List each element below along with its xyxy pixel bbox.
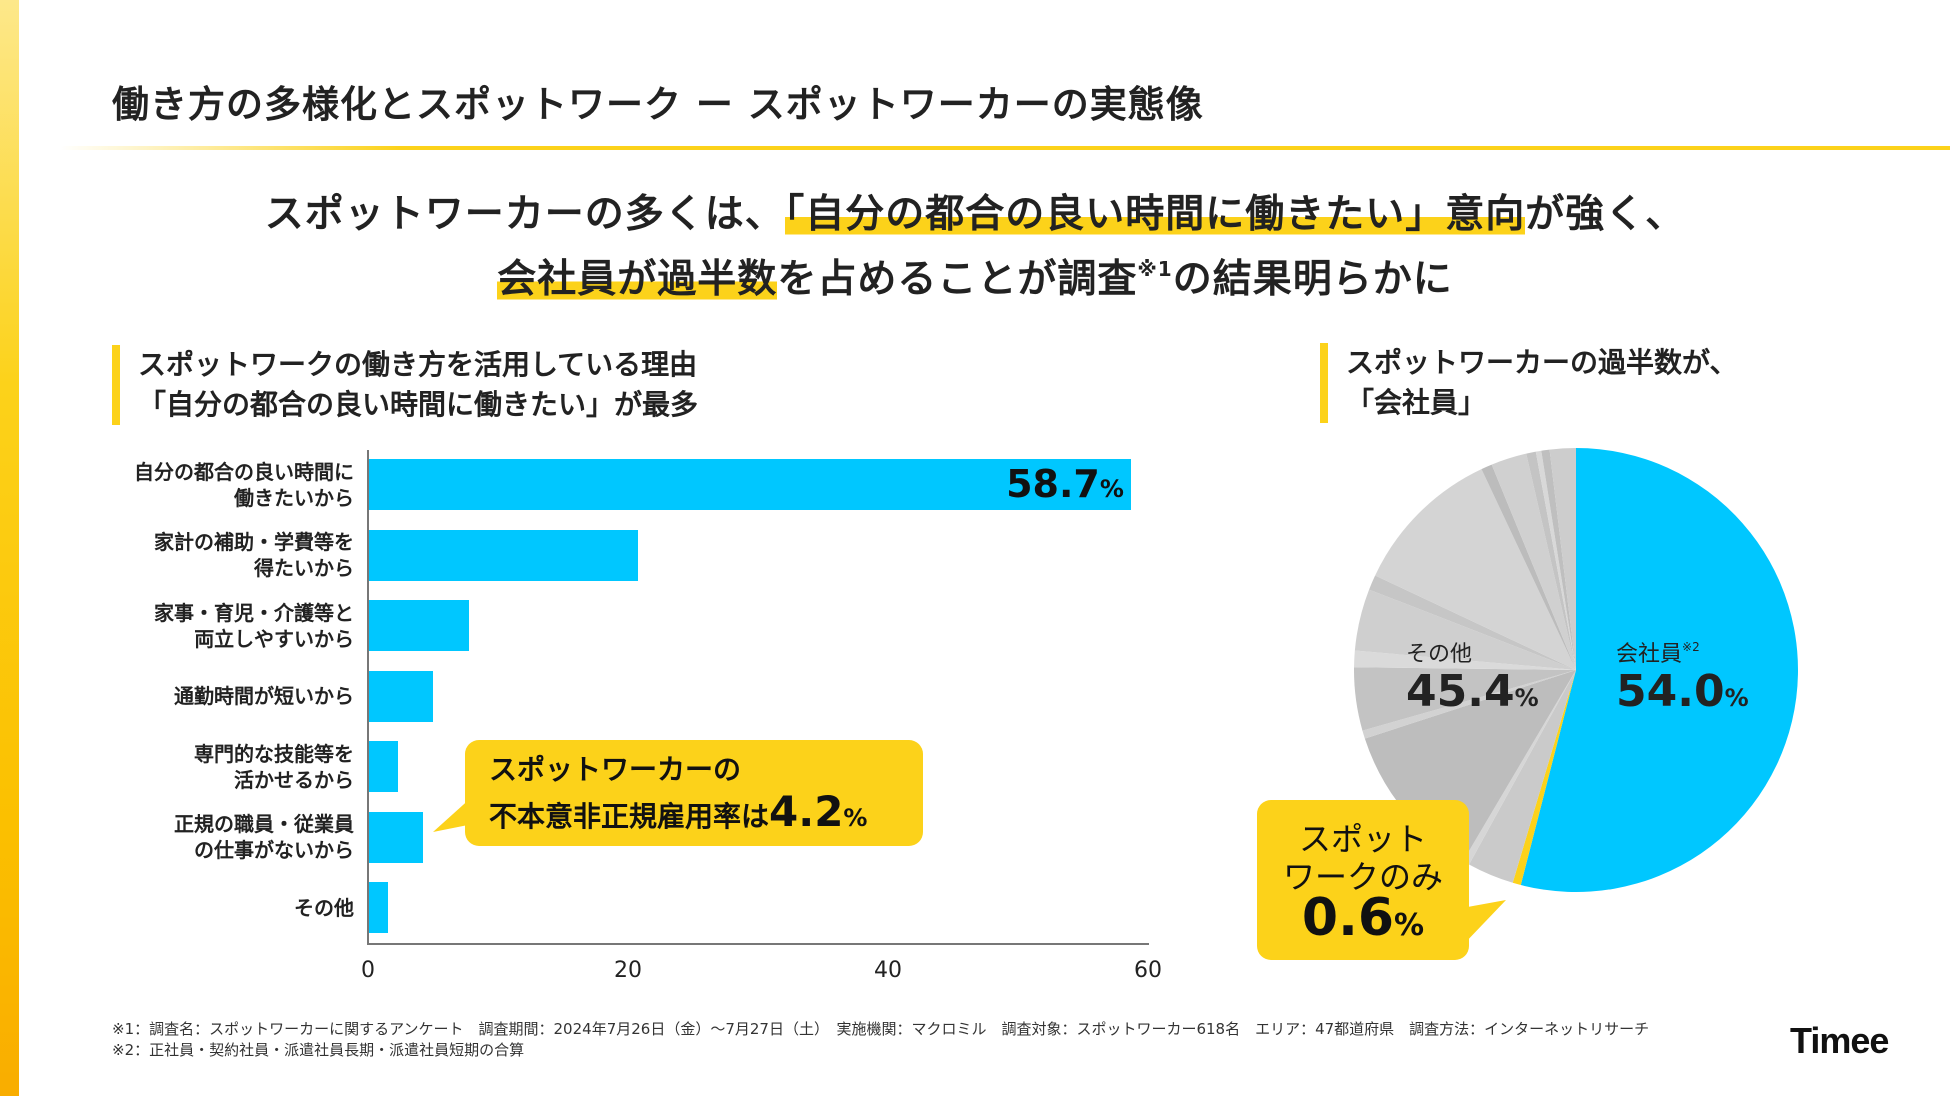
pie-slice-other [1375, 469, 1576, 670]
pie-label-employee: 会社員※2 54.0% [1616, 636, 1749, 722]
callout-value: 4.2 [769, 787, 844, 836]
pie-heading-line-2: 「会社員」 [1346, 386, 1487, 419]
bar [368, 882, 388, 933]
unit: % [1514, 684, 1539, 712]
headline-highlight: 「自分の都合の良い時間に働きたい」意向 [784, 192, 1526, 237]
pie-slice-other [1541, 449, 1576, 670]
title-divider [60, 146, 1950, 150]
timee-logo: Timee [1790, 1020, 1889, 1061]
pie-slice-other [1535, 450, 1576, 670]
callout-tail [433, 796, 473, 832]
pie-slice-spot-only [1512, 670, 1576, 886]
bar-heading-line-1: スポットワークの働き方を活用している理由 [138, 348, 698, 381]
callout-line-2: 不本意非正規雇用率は4.2% [489, 791, 868, 835]
category-label: 通勤時間が短いから [174, 684, 354, 708]
pie-slice-other [1354, 667, 1576, 731]
headline-text: が強く、 [1525, 192, 1686, 237]
headline-highlight: 会社員が過半数 [497, 257, 778, 302]
spot-only-callout: スポット ワークのみ 0.6% [1257, 800, 1469, 960]
pie-section-heading: スポットワーカーの過半数が、 「会社員」 [1320, 343, 1737, 423]
footnote-ref: ※1 [1137, 257, 1173, 281]
headline-line-2: 会社員が過半数を占めることが調査※1の結果明らかに [0, 248, 1950, 304]
x-tick-label: 40 [874, 958, 902, 983]
bar-section-heading: スポットワークの働き方を活用している理由 「自分の都合の良い時間に働きたい」が最… [112, 345, 698, 425]
spot-callout-line-1: スポット [1298, 820, 1427, 858]
pie-label-employee-value: 54.0% [1616, 668, 1749, 722]
page-title: 働き方の多様化とスポットワーク ー スポットワーカーの実態像 [112, 83, 1204, 126]
headline-line-1: スポットワーカーの多くは、「自分の都合の良い時間に働きたい」意向が強く、 [0, 183, 1950, 239]
pie-slice-other [1549, 448, 1576, 670]
category-label: 家事・育児・介護等と 両立しやすいから [154, 600, 354, 651]
bar [368, 811, 423, 863]
bar [368, 529, 639, 581]
pie-slice-employee [1520, 448, 1799, 892]
bar-heading-line-2: 「自分の都合の良い時間に働きたい」が最多 [138, 388, 699, 421]
spot-callout-line-2: ワークのみ [1282, 858, 1443, 896]
value: 54.0 [1616, 666, 1725, 717]
x-tick-label: 60 [1134, 958, 1162, 983]
bar-chart-x-axis [367, 943, 1149, 945]
pie-slice-other [1362, 670, 1576, 739]
callout-unit: % [843, 804, 868, 832]
footnote-ref: ※2 [1682, 640, 1700, 654]
bar [368, 459, 1132, 510]
category-label: 正規の職員・従業員 の仕事がないから [174, 812, 354, 862]
spot-callout-value: 0.6% [1257, 888, 1469, 948]
footnote-2: ※2：正社員・契約社員・派遣社員長期・派遣社員短期の合算 [112, 1041, 525, 1059]
bar-chart-y-axis [367, 450, 369, 944]
pie-slice-other [1462, 670, 1576, 865]
pie-label-other-name: その他 [1406, 642, 1473, 667]
pie-label-other-value: 45.4% [1406, 668, 1539, 722]
left-accent-stripe [0, 0, 19, 1096]
bar-data-label: 58.7% [1006, 462, 1124, 506]
category-label: 専門的な技能等を 活かせるから [194, 741, 354, 792]
bar [368, 741, 398, 792]
name: 会社員 [1616, 642, 1683, 667]
x-tick-label: 20 [614, 958, 642, 983]
category-label: その他 [294, 895, 354, 920]
pie-slice-other [1354, 650, 1576, 670]
bar [368, 670, 433, 722]
value: 45.4 [1406, 666, 1515, 717]
pie-slice-other [1354, 589, 1576, 670]
headline-text: を占めることが調査 [777, 257, 1138, 302]
pie-slice-other [1481, 464, 1576, 670]
x-tick-label: 0 [361, 958, 375, 983]
value: 0.6 [1301, 888, 1395, 948]
pie-slice-other [1469, 670, 1576, 883]
category-label: 家計の補助・学費等を 得たいから [154, 530, 354, 580]
category-label: 自分の都合の良い時間に 働きたいから [134, 459, 354, 510]
callout-line-1: スポットワーカーの [489, 753, 742, 786]
unit: % [1394, 908, 1425, 943]
bar-data-label-value: 58.7 [1006, 462, 1100, 506]
unit: % [1724, 684, 1749, 712]
pie-heading-line-1: スポットワーカーの過半数が、 [1346, 346, 1738, 379]
pie-label-employee-name: 会社員※2 [1616, 636, 1749, 668]
bar-data-label-unit: % [1099, 475, 1124, 503]
bar [368, 600, 470, 651]
pie-slice-other [1491, 453, 1576, 670]
spot-callout-tail [1462, 900, 1506, 946]
headline-text: スポットワーカーの多くは、 [264, 192, 785, 237]
underemployment-callout: スポットワーカーの 不本意非正規雇用率は4.2% [465, 740, 923, 846]
headline-text: の結果明らかに [1172, 257, 1453, 302]
pie-slice-other [1369, 575, 1576, 670]
callout-text: 不本意非正規雇用率は [489, 800, 770, 833]
pie-slice-other [1526, 451, 1576, 670]
footnote-1: ※1：調査名：スポットワーカーに関するアンケート 調査期間：2024年7月26日… [112, 1020, 1650, 1038]
pie-label-other: その他 45.4% [1406, 636, 1539, 722]
